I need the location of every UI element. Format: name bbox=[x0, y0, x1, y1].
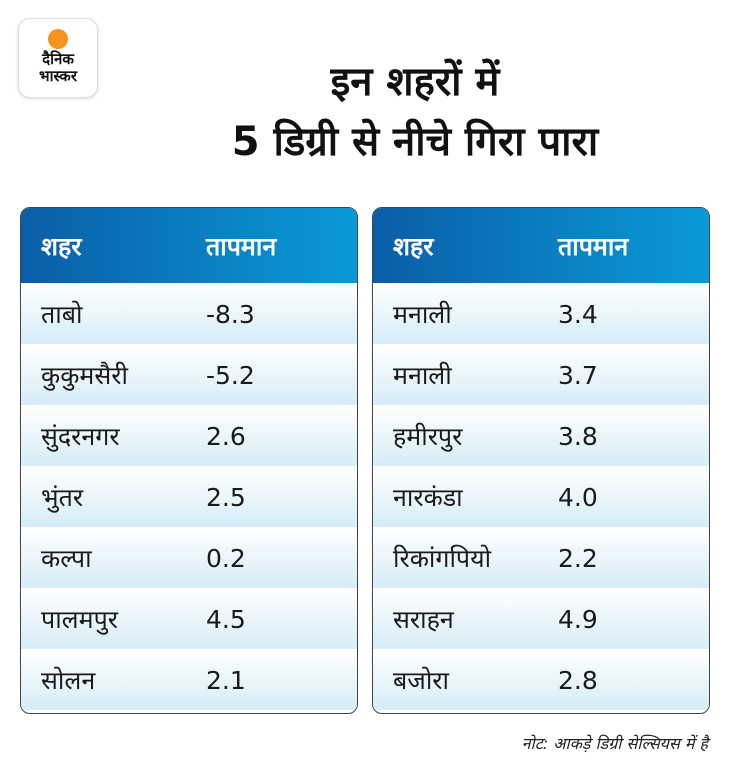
page-title: इन शहरों में 5 डिग्री से नीचे गिरा पारा bbox=[100, 52, 730, 172]
temp-cell: 2.6 bbox=[206, 421, 246, 451]
city-cell: ताबो bbox=[41, 300, 83, 329]
city-cell: मनाली bbox=[393, 361, 452, 390]
temp-cell: 0.2 bbox=[206, 543, 246, 573]
table-row: मनाली 3.7 bbox=[373, 344, 709, 405]
table-row: रिकांगपियो 2.2 bbox=[373, 527, 709, 588]
temp-cell: 2.2 bbox=[558, 543, 598, 573]
city-cell: कुकुमसैरी bbox=[41, 361, 128, 390]
header-temp: तापमान bbox=[558, 231, 629, 261]
temp-cell: 2.8 bbox=[558, 665, 598, 695]
logo-text-line1: दैनिक bbox=[42, 50, 74, 68]
table-row: कल्पा 0.2 bbox=[21, 527, 357, 588]
table-row: ताबो -8.3 bbox=[21, 283, 357, 344]
table-row: मनाली 3.4 bbox=[373, 283, 709, 344]
city-cell: सराहन bbox=[393, 605, 454, 634]
table-header: शहर तापमान bbox=[373, 208, 709, 283]
temp-cell: 4.0 bbox=[558, 482, 598, 512]
city-cell: बजोरा bbox=[393, 666, 450, 695]
temp-cell: 3.7 bbox=[558, 360, 598, 390]
header-city: शहर bbox=[41, 231, 82, 261]
city-cell: भुंतर bbox=[41, 483, 84, 512]
temp-cell: 4.5 bbox=[206, 604, 246, 634]
table-row: बजोरा 2.8 bbox=[373, 649, 709, 710]
logo-text-line2: भास्कर bbox=[39, 67, 77, 85]
header-temp: तापमान bbox=[206, 231, 277, 261]
temp-cell: 3.4 bbox=[558, 299, 598, 329]
table-row: पालमपुर 4.5 bbox=[21, 588, 357, 649]
city-cell: हमीरपुर bbox=[393, 422, 463, 451]
table-row: सराहन 4.9 bbox=[373, 588, 709, 649]
right-temperature-table: शहर तापमान मनाली 3.4 मनाली 3.7 हमीरपुर 3.8 नार… bbox=[372, 207, 710, 714]
temp-cell: 2.1 bbox=[206, 665, 246, 695]
title-line1: इन शहरों में bbox=[330, 59, 500, 105]
temp-cell: 4.9 bbox=[558, 604, 598, 634]
table-row: भुंतर 2.5 bbox=[21, 466, 357, 527]
left-temperature-table: शहर तापमान ताबो -8.3 कुकुमसैरी -5.2 सुंदरनगर… bbox=[20, 207, 358, 714]
table-header: शहर तापमान bbox=[21, 208, 357, 283]
footnote: नोट: आकड़े डिग्री सेल्सियस में है bbox=[521, 734, 708, 753]
temp-cell: 2.5 bbox=[206, 482, 246, 512]
title-line2: 5 डिग्री से नीचे गिरा पारा bbox=[231, 119, 599, 165]
city-cell: रिकांगपियो bbox=[393, 544, 492, 573]
table-row: हमीरपुर 3.8 bbox=[373, 405, 709, 466]
city-cell: पालमपुर bbox=[41, 605, 119, 634]
temp-cell: -8.3 bbox=[206, 299, 255, 329]
city-cell: सुंदरनगर bbox=[41, 422, 120, 451]
city-cell: नारकंडा bbox=[393, 483, 463, 512]
city-cell: कल्पा bbox=[41, 544, 92, 573]
temp-cell: -5.2 bbox=[206, 360, 255, 390]
temp-cell: 3.8 bbox=[558, 421, 598, 451]
table-row: सुंदरनगर 2.6 bbox=[21, 405, 357, 466]
dainik-bhaskar-logo: दैनिक भास्कर bbox=[18, 18, 98, 98]
table-row: नारकंडा 4.0 bbox=[373, 466, 709, 527]
table-row: कुकुमसैरी -5.2 bbox=[21, 344, 357, 405]
table-row: सोलन 2.1 bbox=[21, 649, 357, 710]
city-cell: सोलन bbox=[41, 666, 96, 695]
header-city: शहर bbox=[393, 231, 434, 261]
sun-icon bbox=[48, 29, 68, 49]
city-cell: मनाली bbox=[393, 300, 452, 329]
